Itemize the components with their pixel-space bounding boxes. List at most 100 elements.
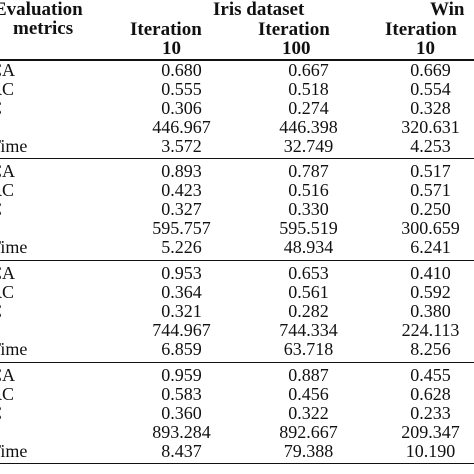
value-iris-100: 0.653 [288, 263, 329, 283]
value-iris-10: 446.967 [152, 117, 211, 137]
value-wine-10: 0.628 [410, 384, 451, 404]
metric-label: RC [0, 282, 15, 302]
value-iris-10: 5.226 [161, 237, 202, 257]
value-iris-10: 6.859 [161, 339, 202, 359]
value-iris-100: 0.330 [288, 199, 329, 219]
value-iris-100: 0.667 [288, 60, 329, 80]
value-wine-10: 8.256 [410, 339, 451, 359]
table-row: CA 0.680 0.667 0.669 [0, 61, 474, 80]
table-row: ' 595.757 595.519 300.659 [0, 219, 474, 238]
metric-label: C [0, 404, 2, 423]
value-iris-100: 0.518 [288, 79, 329, 99]
value-wine-10: 0.455 [410, 365, 451, 385]
value-iris-10: 0.555 [161, 79, 202, 99]
value-iris-10: 3.572 [161, 136, 202, 156]
value-iris-100: 595.519 [279, 218, 338, 238]
value-iris-100: 0.516 [288, 180, 329, 200]
value-iris-10: 0.327 [161, 199, 202, 219]
metric-label: CA [0, 263, 16, 283]
metric-col-header-line1: Evaluation [0, 0, 83, 20]
table-row: CA 0.953 0.653 0.410 [0, 264, 474, 283]
iteration-header-value-3: 10 [416, 38, 435, 59]
iteration-header-value-2: 100 [282, 38, 311, 59]
iteration-header-label-2: Iteration [258, 19, 330, 40]
value-iris-100: 0.561 [288, 282, 329, 302]
value-wine-10: 320.631 [401, 117, 460, 137]
metric-label: Time [0, 441, 28, 461]
metric-label: CA [0, 60, 16, 80]
value-wine-10: 224.113 [401, 320, 460, 340]
value-wine-10: 0.517 [410, 161, 451, 181]
value-iris-100: 892.667 [279, 422, 338, 442]
value-iris-10: 595.757 [152, 218, 211, 238]
metric-label: CA [0, 365, 16, 385]
value-iris-10: 0.321 [161, 301, 202, 321]
table-row: ' 446.967 446.398 320.631 [0, 118, 474, 137]
value-iris-10: 0.583 [161, 384, 202, 404]
value-wine-10: 209.347 [401, 422, 460, 442]
value-iris-10: 0.893 [161, 161, 202, 181]
table-row: RC 0.423 0.516 0.571 [0, 181, 474, 200]
table-row: CA 0.959 0.887 0.455 [0, 366, 474, 385]
value-iris-100: 0.887 [288, 365, 329, 385]
metric-label: Time [0, 339, 28, 359]
value-iris-10: 0.680 [161, 60, 202, 80]
value-iris-10: 744.967 [152, 320, 211, 340]
value-wine-10: 0.233 [410, 403, 451, 423]
table-row: C 0.321 0.282 0.380 [0, 302, 474, 321]
value-wine-10: 10.190 [405, 441, 456, 461]
iteration-header-value-1: 10 [162, 38, 181, 59]
value-wine-10: 0.250 [410, 199, 451, 219]
metric-label: RC [0, 79, 15, 99]
value-wine-10: 6.241 [410, 237, 451, 257]
table-row: ' 893.284 892.667 209.347 [0, 423, 474, 442]
group-rule [0, 260, 474, 261]
table-row: Time 5.226 48.934 6.241 [0, 238, 474, 257]
table-row: C 0.327 0.330 0.250 [0, 200, 474, 219]
iteration-header-label-3: Iteration [385, 19, 457, 40]
value-iris-100: 446.398 [279, 117, 338, 137]
table-row: ' 744.967 744.334 224.113 [0, 321, 474, 340]
metric-label: CA [0, 161, 16, 181]
value-wine-10: 0.380 [410, 301, 451, 321]
value-iris-10: 8.437 [161, 441, 202, 461]
value-wine-10: 0.669 [410, 60, 451, 80]
metric-label: Time [0, 237, 28, 257]
metric-label: RC [0, 180, 15, 200]
table-row: C 0.306 0.274 0.328 [0, 99, 474, 118]
table-row: Time 6.859 63.718 8.256 [0, 340, 474, 359]
value-iris-100: 32.749 [283, 136, 334, 156]
value-wine-10: 0.410 [410, 263, 451, 283]
metric-col-header-line2: metrics [13, 18, 74, 39]
value-iris-10: 893.284 [152, 422, 211, 442]
table-row: Time 8.437 79.388 10.190 [0, 442, 474, 461]
value-wine-10: 0.554 [410, 79, 451, 99]
group-rule [0, 463, 474, 464]
value-iris-100: 0.322 [288, 403, 329, 423]
table-row: RC 0.364 0.561 0.592 [0, 283, 474, 302]
metric-label: C [0, 302, 2, 321]
table-row: CA 0.893 0.787 0.517 [0, 162, 474, 181]
value-iris-10: 0.364 [161, 282, 202, 302]
value-iris-10: 0.360 [161, 403, 202, 423]
value-iris-100: 63.718 [283, 339, 334, 359]
value-wine-10: 0.328 [410, 98, 451, 118]
header-rule [0, 59, 474, 61]
value-iris-10: 0.423 [161, 180, 202, 200]
value-iris-10: 0.953 [161, 263, 202, 283]
value-wine-10: 4.253 [410, 136, 451, 156]
group-rule [0, 362, 474, 363]
dataset-header-wine: Win [430, 0, 465, 20]
value-wine-10: 300.659 [401, 218, 460, 238]
table-row: RC 0.583 0.456 0.628 [0, 385, 474, 404]
value-wine-10: 0.571 [410, 180, 451, 200]
value-iris-10: 0.306 [161, 98, 202, 118]
iteration-header-label-1: Iteration [130, 19, 202, 40]
value-iris-100: 0.282 [288, 301, 329, 321]
value-iris-100: 0.274 [288, 98, 329, 118]
value-wine-10: 0.592 [410, 282, 451, 302]
table-row: RC 0.555 0.518 0.554 [0, 80, 474, 99]
table-row: Time 3.572 32.749 4.253 [0, 137, 474, 156]
metric-label: Time [0, 136, 28, 156]
